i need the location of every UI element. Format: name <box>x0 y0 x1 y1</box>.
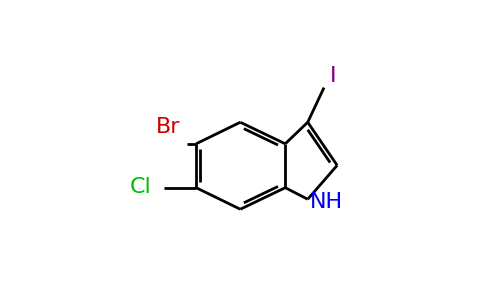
Text: Br: Br <box>156 117 181 137</box>
Text: Cl: Cl <box>130 177 152 197</box>
Text: NH: NH <box>310 192 343 212</box>
Text: I: I <box>330 66 337 86</box>
